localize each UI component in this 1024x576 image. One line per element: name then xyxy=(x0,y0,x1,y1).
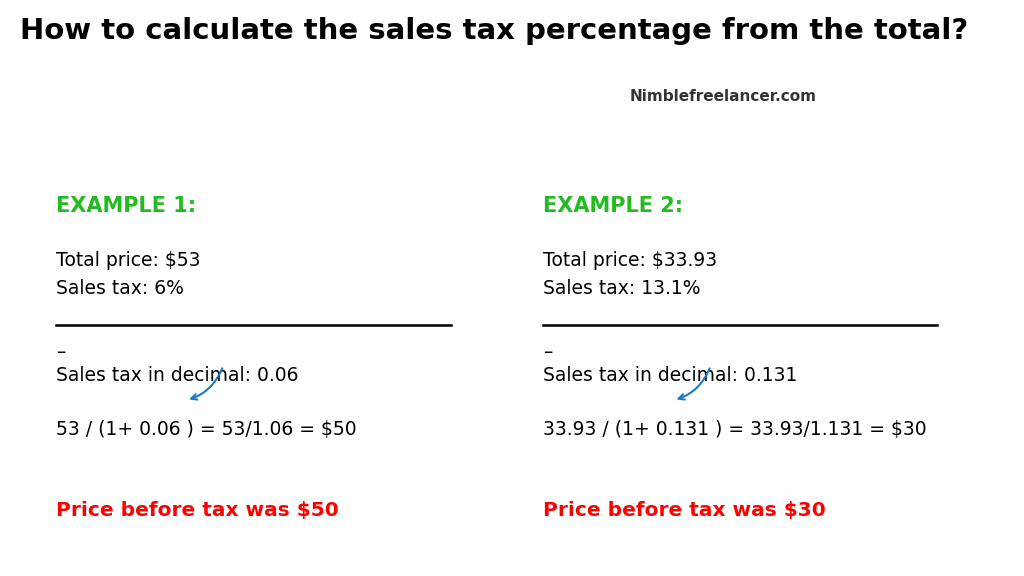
Text: Price before tax was $50: Price before tax was $50 xyxy=(56,501,339,520)
Text: EXAMPLE 2:: EXAMPLE 2: xyxy=(543,196,683,216)
Text: Total price: $33.93: Total price: $33.93 xyxy=(543,251,717,270)
Text: –: – xyxy=(56,343,66,362)
Text: Sales tax: 13.1%: Sales tax: 13.1% xyxy=(543,279,700,298)
Text: Nimblefreelancer.com: Nimblefreelancer.com xyxy=(630,89,817,104)
Text: 33.93 / (1+ 0.131 ) = 33.93/1.131 = $30: 33.93 / (1+ 0.131 ) = 33.93/1.131 = $30 xyxy=(543,420,927,439)
Text: How to calculate the sales tax percentage from the total?: How to calculate the sales tax percentag… xyxy=(20,17,969,46)
Text: EXAMPLE 1:: EXAMPLE 1: xyxy=(56,196,197,216)
Text: 53 / (1+ 0.06 ) = 53/1.06 = $50: 53 / (1+ 0.06 ) = 53/1.06 = $50 xyxy=(56,420,357,439)
Text: Price before tax was $30: Price before tax was $30 xyxy=(543,501,825,520)
Text: –: – xyxy=(543,343,552,362)
Text: Sales tax: 6%: Sales tax: 6% xyxy=(56,279,184,298)
Text: Sales tax in decimal: 0.131: Sales tax in decimal: 0.131 xyxy=(543,366,797,385)
Text: Total price: $53: Total price: $53 xyxy=(56,251,201,270)
Text: Sales tax in decimal: 0.06: Sales tax in decimal: 0.06 xyxy=(56,366,299,385)
